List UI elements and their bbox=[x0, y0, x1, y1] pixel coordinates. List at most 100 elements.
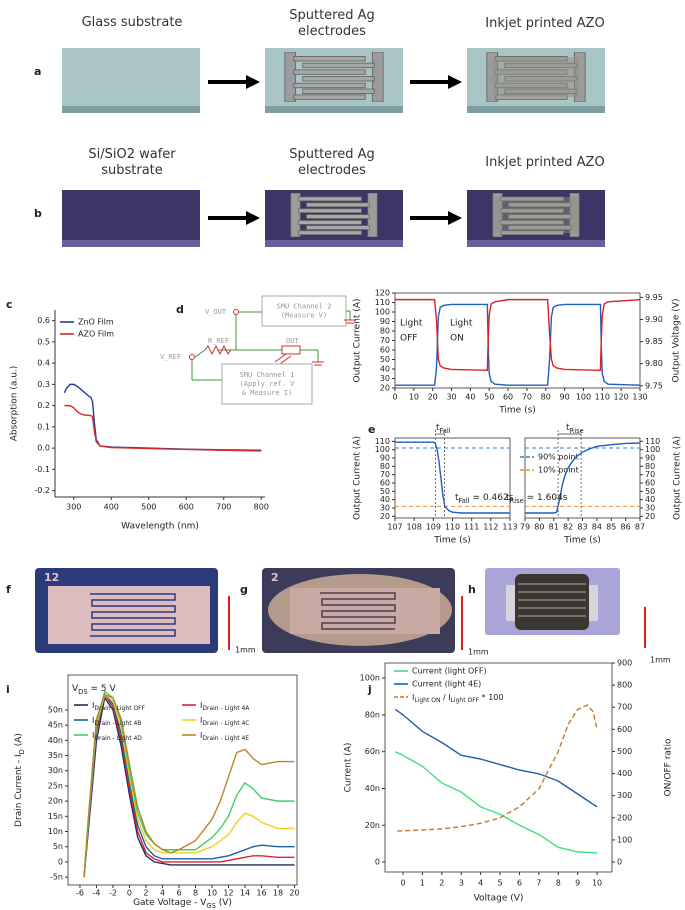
sample-id: 2 bbox=[271, 571, 279, 584]
series-line bbox=[63, 383, 262, 451]
panel-label: f bbox=[6, 583, 11, 596]
y-tick-label: 90 bbox=[380, 454, 390, 463]
y-tick-label: 40 bbox=[380, 365, 390, 374]
stripes bbox=[518, 583, 586, 617]
step-label: Sputtered Ag electrodes bbox=[289, 147, 375, 178]
y2-tick-label: 300 bbox=[617, 791, 632, 800]
x-tick-label: 81 bbox=[549, 523, 559, 532]
y2-tick-label: 100 bbox=[645, 445, 660, 454]
subscript: Fall bbox=[459, 497, 470, 505]
legend-label: IDrain - Light 4D bbox=[92, 731, 142, 743]
y-tick-label: -0.1 bbox=[34, 465, 50, 474]
serpentine bbox=[90, 593, 176, 637]
x-tick-label: 4 bbox=[160, 889, 165, 898]
x-tick-label: 1 bbox=[420, 879, 425, 888]
x-tick-label: 3 bbox=[459, 879, 464, 888]
y-tick-label: 35n bbox=[48, 751, 63, 760]
y-tick-label: 20n bbox=[365, 821, 380, 830]
x-tick-label: 700 bbox=[216, 503, 231, 512]
x-label: Time (s) bbox=[563, 536, 601, 546]
series-line bbox=[395, 298, 641, 372]
y-tick-label: 30n bbox=[48, 766, 63, 775]
series-line bbox=[395, 441, 510, 514]
y-tick-label: 25n bbox=[48, 781, 63, 790]
scale-label: 1mm bbox=[468, 648, 489, 657]
subscript: Light OFF bbox=[451, 697, 480, 704]
y2-tick-label: 400 bbox=[617, 769, 632, 778]
arrow-head bbox=[448, 75, 462, 89]
y2-tick-label: 40 bbox=[645, 495, 655, 504]
x-tick-label: 9 bbox=[575, 879, 580, 888]
slab-top bbox=[62, 48, 200, 106]
y2-tick-label: 9.75 bbox=[645, 381, 663, 390]
substrate-wafer bbox=[62, 190, 605, 247]
x-tick-label: 50 bbox=[484, 393, 494, 402]
text-line: Glass substrate bbox=[82, 15, 183, 30]
subscript: Drain - Light 4E bbox=[202, 735, 249, 742]
x-tick-label: 0 bbox=[392, 393, 397, 402]
annotation: tFall = 0.462s bbox=[455, 493, 514, 506]
x-tick-label: 113 bbox=[502, 523, 517, 532]
text-line: Inkjet printed AZO bbox=[485, 16, 604, 31]
text-part: = 0.462s bbox=[470, 493, 514, 503]
y2-label: ON/OFF ratio bbox=[664, 738, 674, 796]
subscript: Drain - Light OFF bbox=[94, 705, 145, 712]
arrow-head bbox=[448, 211, 462, 225]
x-tick-label: 84 bbox=[592, 523, 602, 532]
x-tick-label: 10 bbox=[409, 393, 419, 402]
legend-label: IDrain - Light 4C bbox=[200, 716, 249, 728]
azo-layer bbox=[493, 57, 579, 97]
y-label: Output Current (A) bbox=[353, 436, 363, 520]
y-label: Output Current (A) bbox=[353, 299, 363, 383]
series-line bbox=[83, 693, 295, 878]
text-line: Sputtered Ag bbox=[289, 8, 375, 23]
y2-tick-label: 80 bbox=[645, 462, 655, 471]
x-label: Voltage (V) bbox=[474, 894, 524, 904]
y-tick-label: 45n bbox=[48, 721, 63, 730]
y2-tick-label: 9.95 bbox=[645, 293, 663, 302]
subscript: DS bbox=[78, 688, 87, 696]
plot-frame bbox=[67, 674, 298, 886]
step-label: Glass substrate bbox=[82, 15, 183, 30]
scale-label: 1mm bbox=[235, 646, 256, 655]
x-tick-label: 16 bbox=[256, 889, 266, 898]
y-tick-label: 50n bbox=[48, 705, 63, 714]
text-part: (A) bbox=[14, 733, 24, 749]
legend-label: ILight ON / ILight OFF * 100 bbox=[412, 693, 503, 705]
subscript: Rise bbox=[510, 497, 524, 505]
slab-edge bbox=[265, 106, 403, 113]
x-tick-label: 86 bbox=[621, 523, 631, 532]
slab-edge bbox=[467, 240, 605, 247]
legend-label: IDrain - Light 4A bbox=[200, 701, 250, 713]
x-tick-label: -6 bbox=[76, 889, 84, 898]
series-line bbox=[83, 693, 295, 878]
x-tick-label: 112 bbox=[483, 523, 498, 532]
subscript: Drain - Light 4A bbox=[202, 705, 250, 712]
component-label: R_REF bbox=[208, 337, 229, 345]
x-tick-label: 107 bbox=[387, 523, 402, 532]
terminal bbox=[189, 354, 195, 360]
y-tick-label: 0 bbox=[375, 858, 380, 867]
x-label: Wavelength (nm) bbox=[121, 522, 199, 532]
x-tick-label: 130 bbox=[632, 393, 647, 402]
legend-label: IDrain - Light OFF bbox=[92, 701, 146, 713]
text-line: Light bbox=[400, 318, 423, 328]
panel-label: i bbox=[6, 683, 10, 696]
y2-tick-label: 900 bbox=[617, 659, 632, 668]
x-tick-label: 14 bbox=[240, 889, 250, 898]
y-label: Current (A) bbox=[344, 743, 354, 793]
x-tick-label: 100 bbox=[576, 393, 591, 402]
annotation: VDS = 5 V bbox=[72, 684, 117, 697]
text-line: electrodes bbox=[298, 163, 366, 178]
y-tick-label: 90 bbox=[380, 317, 390, 326]
y-tick-label: 60 bbox=[380, 479, 390, 488]
text-part: Gate Voltage - V bbox=[133, 898, 207, 908]
y-label: Output Current (A) bbox=[673, 436, 683, 520]
device bbox=[281, 345, 301, 355]
x-tick-label: 87 bbox=[635, 523, 645, 532]
y2-tick-label: 0 bbox=[617, 858, 622, 867]
ink-blob bbox=[515, 574, 589, 630]
annotation: Light ON bbox=[450, 318, 473, 343]
text-part: = 1.604s bbox=[524, 493, 568, 503]
y-tick-label: 40n bbox=[48, 736, 63, 745]
